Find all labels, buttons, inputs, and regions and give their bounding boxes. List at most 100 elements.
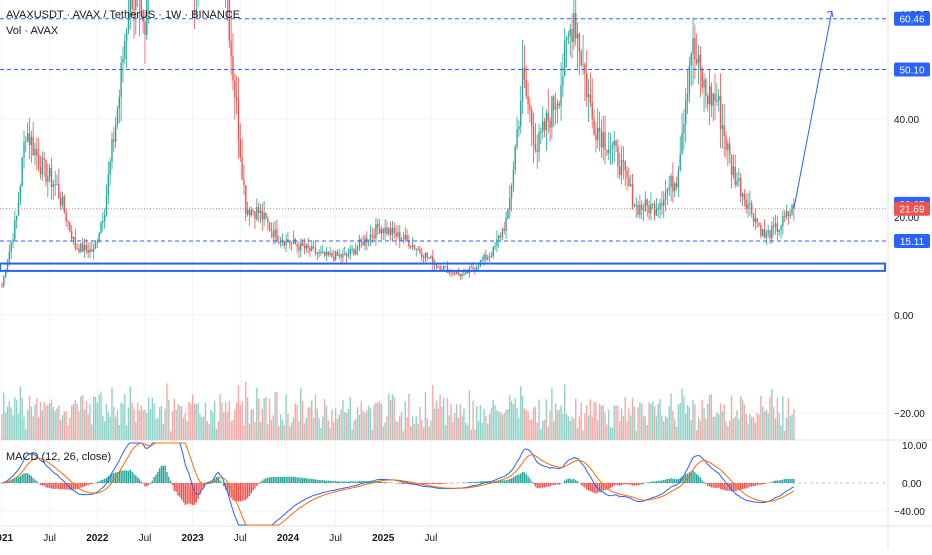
macd-histogram-bar xyxy=(744,483,745,489)
candle-body xyxy=(568,36,569,38)
macd-histogram-bar xyxy=(322,480,323,483)
volume-bar xyxy=(291,423,292,440)
volume-bar xyxy=(405,401,406,440)
macd-histogram-bar xyxy=(537,483,538,488)
candle-body xyxy=(311,247,312,251)
candle-body xyxy=(427,253,428,257)
volume-bar xyxy=(225,402,226,440)
macd-histogram-bar xyxy=(254,483,255,489)
support-zone-rect[interactable] xyxy=(0,264,885,271)
candle-body xyxy=(274,229,275,237)
macd-histogram-bar xyxy=(551,483,552,485)
candle-body xyxy=(740,178,741,196)
candle-body xyxy=(548,113,549,121)
symbol-legend[interactable]: AVAXUSDT · AVAX / TetherUS · 1W · BINANC… xyxy=(6,9,240,21)
candle-body xyxy=(542,121,543,131)
candle-body xyxy=(478,267,479,268)
macd-histogram-bar xyxy=(271,477,272,483)
candle-body xyxy=(714,94,715,101)
macd-histogram-bar xyxy=(309,479,310,483)
candle-body xyxy=(263,213,264,220)
volume-bar xyxy=(137,403,138,440)
volume-bar xyxy=(355,419,356,440)
candle-body xyxy=(535,143,536,149)
macd-histogram-bar xyxy=(82,483,83,487)
volume-bar xyxy=(511,401,512,440)
volume-bar xyxy=(300,388,301,440)
volume-bar xyxy=(278,426,279,440)
volume-bar xyxy=(353,421,354,440)
projection-arrow-line[interactable] xyxy=(794,11,832,209)
macd-histogram-bar xyxy=(471,482,472,483)
candle-body xyxy=(271,230,272,231)
macd-histogram-bar xyxy=(714,483,715,488)
volume-bar xyxy=(153,403,154,440)
macd-histogram-bar xyxy=(756,483,757,485)
volume-bar xyxy=(379,401,380,440)
candle-body xyxy=(53,184,54,187)
candle-body xyxy=(630,184,631,186)
candle-body xyxy=(454,273,455,274)
volume-bar xyxy=(84,409,85,440)
volume-legend[interactable]: Vol · AVAX xyxy=(6,25,58,37)
macd-histogram-bar xyxy=(740,483,741,490)
candle-body xyxy=(238,100,239,140)
macd-histogram-bar xyxy=(164,466,165,483)
macd-histogram-bar xyxy=(25,473,26,483)
projection-arrow-head[interactable] xyxy=(827,11,833,17)
volume-bar xyxy=(601,406,602,440)
time-tick-label: Jul xyxy=(425,533,438,544)
macd-histogram-bar xyxy=(326,481,327,483)
volume-bar xyxy=(133,409,134,440)
macd-histogram-bar xyxy=(540,483,541,488)
volume-bar xyxy=(707,404,708,440)
candle-body xyxy=(392,228,393,235)
candle-body xyxy=(285,239,286,245)
candle-body xyxy=(109,161,110,175)
volume-bar xyxy=(755,422,756,440)
candle-body xyxy=(735,167,736,185)
volume-bar xyxy=(727,426,728,440)
macd-histogram-bar xyxy=(571,479,572,483)
volume-bar xyxy=(227,412,228,440)
candle-body xyxy=(284,241,285,245)
candle-body xyxy=(340,255,341,257)
candle-body xyxy=(397,232,398,237)
volume-bar xyxy=(483,409,484,440)
candle-body xyxy=(20,186,21,201)
macd-histogram-bar xyxy=(582,483,583,486)
volume-bar xyxy=(692,400,693,440)
volume-bar xyxy=(691,420,692,440)
volume-bar xyxy=(359,415,360,440)
candle-body xyxy=(87,250,88,253)
macd-legend[interactable]: MACD (12, 26, close) xyxy=(6,451,111,463)
candle-body xyxy=(115,125,116,142)
volume-bar xyxy=(131,403,132,440)
volume-bar xyxy=(760,396,761,440)
volume-bar xyxy=(260,422,261,440)
macd-histogram-bar xyxy=(353,481,354,483)
volume-bar xyxy=(449,415,450,440)
candle-body xyxy=(86,245,87,250)
macd-histogram-bar xyxy=(749,483,750,487)
candle-body xyxy=(656,209,657,215)
volume-bar xyxy=(493,400,494,440)
candle-body xyxy=(241,157,242,179)
price-axis-area xyxy=(888,0,932,550)
macd-histogram-bar xyxy=(634,483,635,486)
macd-histogram-bar xyxy=(588,483,589,490)
candle-body xyxy=(762,229,763,236)
volume-bar xyxy=(659,399,660,440)
macd-histogram-bar xyxy=(529,479,530,483)
candle-body xyxy=(423,257,424,258)
volume-bar xyxy=(524,408,525,440)
macd-histogram-bar xyxy=(263,479,264,483)
candle-body xyxy=(344,254,345,255)
candle-body xyxy=(307,245,308,248)
candle-body xyxy=(626,170,627,177)
candle-body xyxy=(511,186,512,198)
volume-bar xyxy=(65,411,66,440)
volume-bar xyxy=(724,404,725,440)
